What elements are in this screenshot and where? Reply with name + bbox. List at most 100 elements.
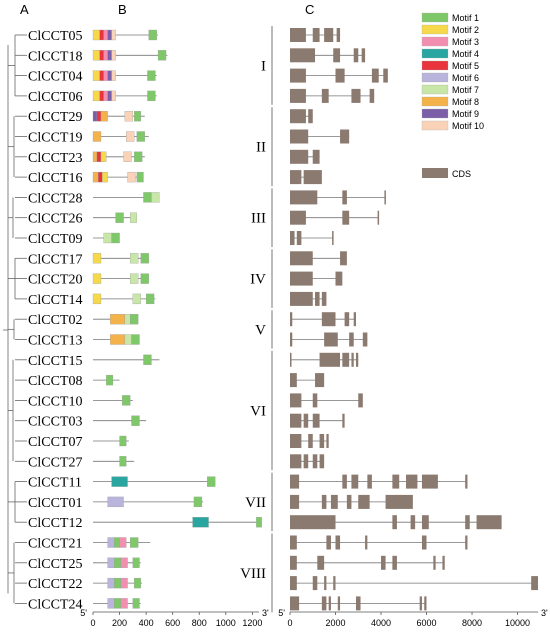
motif-5-clcct16-1 <box>98 171 103 183</box>
motif-8-clcct23-0 <box>92 151 98 162</box>
cds-block-clcct11-7 <box>465 474 468 489</box>
legend-label-motif-9: Motif 9 <box>452 109 479 119</box>
cds-block-clcct01-4 <box>358 494 370 509</box>
gene-label-clcct24: ClCCT24 <box>28 597 82 612</box>
motif-1-clcct15-0 <box>143 354 152 365</box>
motif-1-clcct05-5 <box>148 29 157 41</box>
gene-label-clcct13: ClCCT13 <box>28 334 82 349</box>
gene-label-clcct05: ClCCT05 <box>28 29 82 44</box>
cds-block-clcct13-3 <box>362 332 368 347</box>
cds-block-clcct22-0 <box>290 576 297 591</box>
motif-9-clcct29-0 <box>92 111 98 122</box>
cds-block-clcct01-0 <box>290 494 300 509</box>
legend-swatch-motif-8 <box>421 96 449 107</box>
motif-1-clcct19-2 <box>136 131 145 142</box>
cds-block-clcct25-5 <box>442 555 445 570</box>
cds-block-clcct24-6 <box>424 596 427 611</box>
legend-swatch-motif-5 <box>421 60 449 71</box>
cds-block-clcct10-2 <box>358 393 363 408</box>
motif-10-clcct19-1 <box>126 131 135 142</box>
motif-1-clcct24-1 <box>114 598 122 609</box>
motif-8-clcct02-0 <box>110 314 126 325</box>
motif-1-clcct21-1 <box>114 537 120 548</box>
gene-axis-end-label: 3' <box>541 608 548 618</box>
cds-block-clcct04-1 <box>335 68 345 83</box>
panel-label-c: C <box>305 2 314 17</box>
gene-axis-start-label: 5' <box>278 608 285 618</box>
cds-block-clcct22-3 <box>333 576 336 591</box>
cds-block-clcct25-4 <box>433 555 436 570</box>
gene-label-clcct19: ClCCT19 <box>28 131 82 146</box>
legend-swatch-motif-9 <box>421 108 449 119</box>
motif-2-clcct06-0 <box>92 90 100 102</box>
cds-block-clcct20-1 <box>335 271 343 286</box>
gene-axis-tick-label-2000: 2000 <box>325 618 345 628</box>
legend-swatch-motif-4 <box>421 48 449 59</box>
legend-label-motif-1: Motif 1 <box>452 13 479 23</box>
protein-axis: 0 200 400 600 800 1000 1200 5' 3' <box>80 608 269 628</box>
gene-axis-tick-label-8000: 8000 <box>462 618 482 628</box>
motif-6-clcct22-0 <box>107 577 115 589</box>
gene-label-clcct23: ClCCT23 <box>28 151 82 166</box>
cds-block-clcct13-1 <box>324 332 338 347</box>
cds-block-clcct19-0 <box>290 129 309 144</box>
cds-block-clcct11-4 <box>392 474 400 489</box>
gene-axis-tick-label-4000: 4000 <box>371 618 391 628</box>
motif-3-clcct06-2 <box>103 90 108 102</box>
group-label-II: II <box>256 140 266 156</box>
cds-block-clcct07-1 <box>308 434 313 448</box>
group-label-IV: IV <box>250 272 266 288</box>
gene-label-clcct12: ClCCT12 <box>28 516 82 531</box>
cds-block-clcct26-1 <box>342 210 350 225</box>
motif-3-clcct24-2 <box>120 598 128 609</box>
motif-2-clcct18-0 <box>92 50 100 61</box>
cds-block-clcct07-3 <box>326 434 329 448</box>
legend-label-motif-10: Motif 10 <box>452 121 484 131</box>
group-label-III: III <box>251 211 266 227</box>
group-label-VII: VII <box>245 495 266 511</box>
cds-block-clcct25-0 <box>290 555 297 570</box>
motif-1-clcct23-4 <box>134 151 143 162</box>
motif-2-clcct05-0 <box>92 29 100 41</box>
gene-label-clcct03: ClCCT03 <box>28 415 82 430</box>
cds-block-clcct21-4 <box>421 535 427 550</box>
cds-block-clcct07-2 <box>319 434 325 448</box>
motif-1-clcct21-3 <box>130 537 139 548</box>
motif-1-clcct13-2 <box>131 334 140 345</box>
gene-label-clcct15: ClCCT15 <box>28 354 82 369</box>
motif-1-clcct04-5 <box>147 70 156 81</box>
cds-block-clcct24-2 <box>328 596 331 611</box>
cds-block-clcct15-2 <box>342 352 350 367</box>
motif-7-clcct17-1 <box>130 253 139 264</box>
motif-panel <box>92 29 262 609</box>
legend-swatch-cds <box>422 168 448 178</box>
cds-block-clcct18-3 <box>361 48 366 63</box>
cds-block-clcct23-1 <box>312 149 320 164</box>
motif-1-clcct12-1 <box>256 517 262 528</box>
cds-block-clcct21-1 <box>326 535 331 550</box>
cds-block-clcct12-0 <box>290 515 336 530</box>
cds-block-clcct09-1 <box>296 231 302 245</box>
cds-block-clcct13-0 <box>290 332 293 347</box>
cds-block-clcct23-0 <box>290 149 309 164</box>
cds-block-clcct01-2 <box>330 494 338 509</box>
cds-block-clcct14-1 <box>315 291 320 306</box>
legend-label-motif-8: Motif 8 <box>452 97 479 107</box>
gene-structure-panel <box>290 28 538 611</box>
motif-1-clcct03-0 <box>131 415 140 426</box>
cds-block-clcct06-1 <box>321 88 329 103</box>
cds-block-clcct05-2 <box>324 28 334 42</box>
motif-1-clcct27-0 <box>119 456 127 467</box>
gene-label-clcct11: ClCCT11 <box>28 476 82 491</box>
motif-2-clcct23-2 <box>100 151 107 162</box>
motif-3-clcct04-2 <box>103 70 108 81</box>
motif-10-clcct23-3 <box>123 151 132 162</box>
cds-block-clcct07-0 <box>290 434 302 448</box>
cds-block-clcct16-0 <box>290 170 302 185</box>
protein-axis-tick-label-200: 200 <box>112 618 127 628</box>
cds-block-clcct29-1 <box>308 109 313 124</box>
motif-1-clcct29-4 <box>134 111 141 122</box>
cds-block-clcct11-6 <box>421 474 438 489</box>
legend-label-motif-5: Motif 5 <box>452 61 479 71</box>
protein-axis-tick-label-600: 600 <box>165 618 180 628</box>
